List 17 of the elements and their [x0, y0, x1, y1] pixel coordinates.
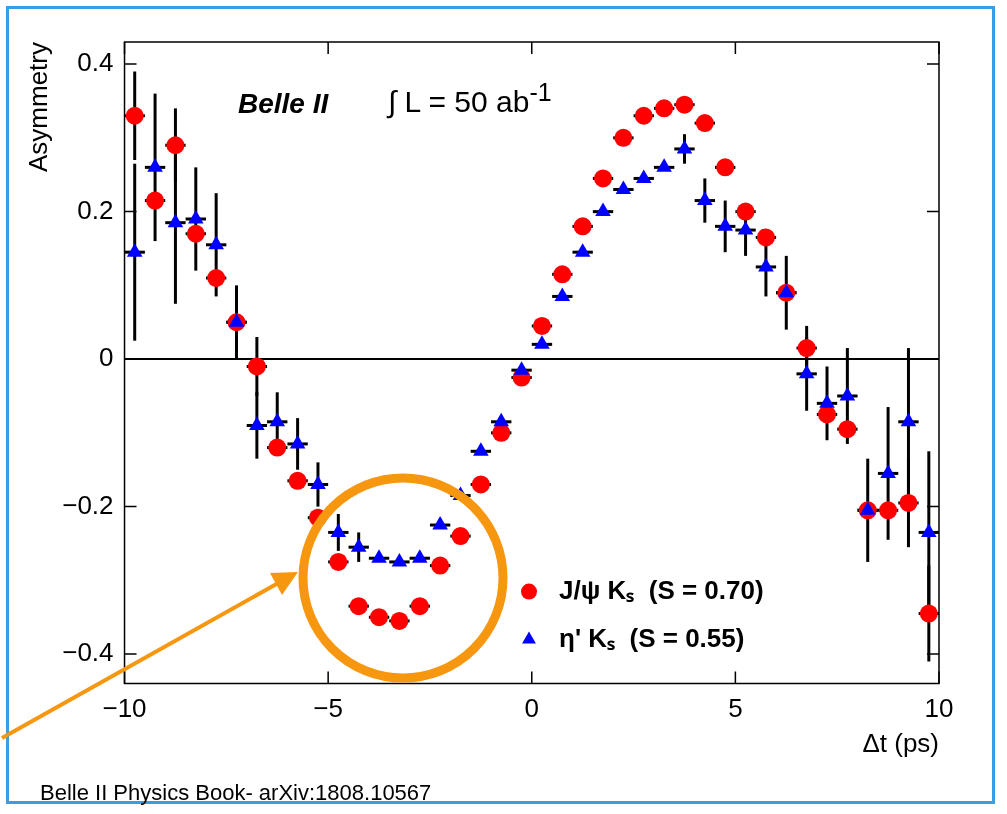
x-tick-label: 10 — [924, 693, 954, 724]
y-tick-label: 0.4 — [77, 47, 114, 78]
x-tick-label: 0 — [524, 693, 539, 724]
y-tick-label: 0 — [99, 342, 114, 373]
y-tick-label: 0.2 — [77, 194, 114, 225]
annotation: Belle II — [238, 88, 329, 120]
y-tick-label: −0.4 — [62, 637, 114, 668]
x-tick-label: −5 — [313, 693, 343, 724]
annotation: ∫ L = 50 ab$^{-1}$ — [388, 78, 552, 119]
text: Belle II Physics Book- arXiv:1808.10567 — [40, 780, 432, 806]
legend-label: J/ψ Kₛ (S = 0.70) — [559, 574, 764, 605]
y-axis-title: Asymmetry — [22, 42, 53, 172]
legend-label: η' Kₛ (S = 0.55) — [559, 622, 745, 653]
y-tick-label: −0.2 — [62, 489, 114, 520]
x-tick-label: 5 — [728, 693, 743, 724]
x-tick-label: −10 — [102, 693, 147, 724]
x-axis-title: Δt (ps) — [862, 727, 939, 758]
